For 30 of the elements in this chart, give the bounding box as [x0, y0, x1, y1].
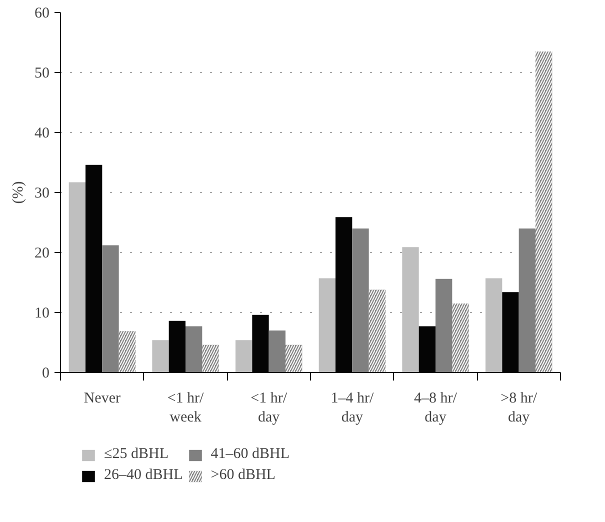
legend-label: >60 dBHL — [210, 467, 276, 484]
y-tick-label: 40 — [34, 126, 50, 142]
bar — [436, 278, 452, 372]
legend-label: ≤25 dBHL — [104, 446, 168, 463]
x-tick-label: <1 hr/ day — [250, 390, 288, 426]
y-tick-label: 0 — [42, 366, 50, 382]
y-tick-label: 50 — [34, 66, 50, 82]
bar — [352, 228, 369, 372]
bar — [152, 340, 169, 372]
bar — [318, 278, 336, 372]
bar — [402, 247, 419, 372]
bar — [102, 245, 119, 372]
y-tick-label: 60 — [34, 6, 50, 22]
x-tick-label: >8 hr/ day — [500, 390, 538, 426]
y-tick-label: 10 — [34, 306, 50, 322]
bar — [486, 278, 502, 372]
y-axis-title: (%) — [10, 181, 26, 204]
y-tick-label: 20 — [34, 246, 50, 262]
legend-label: 26–40 dBHL — [104, 467, 183, 484]
bar — [268, 330, 286, 372]
bar — [518, 228, 536, 372]
x-tick-label: <1 hr/ week — [167, 390, 205, 426]
y-tick-label: 30 — [34, 186, 50, 202]
bar — [186, 326, 202, 372]
legend-label: 41–60 dBHL — [210, 446, 290, 463]
bar — [68, 182, 86, 372]
bar — [236, 340, 252, 372]
x-tick-label: 4–8 hr/ day — [414, 390, 458, 426]
x-tick-label: Never — [84, 390, 120, 406]
x-tick-label: 1–4 hr/ day — [330, 390, 374, 426]
